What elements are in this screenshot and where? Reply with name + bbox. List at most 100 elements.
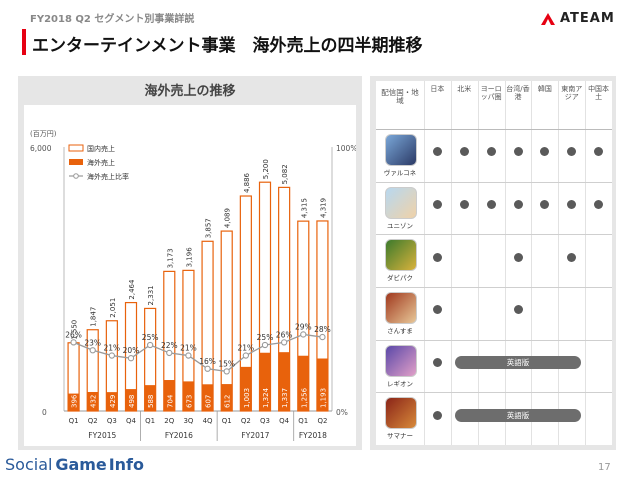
ratio-label: 22% [161,341,178,350]
fiscal-year-label: FY2017 [241,431,269,440]
label-domestic: 3,196 [185,247,193,268]
availability-dot [513,252,523,262]
ratio-label: 16% [199,357,216,366]
availability-dot [513,200,523,209]
label-overseas: 396 [71,394,79,408]
availability-dot [540,200,550,209]
availability-dot [486,147,496,157]
fiscal-year-label: FY2016 [165,431,193,440]
availability-dot [459,147,469,157]
availability-dot [432,410,442,420]
x-tick-label: 2Q [164,417,174,425]
distribution-table: 配信国・地域 日本 北米 ヨーロッパ圏 台湾/香港 韓国 東南アジア 中国本土 ヴァルコネ ユニゾ… [376,81,612,445]
table-column-divider [450,81,452,445]
x-tick-label: Q2 [88,417,98,425]
dabipaku-icon [385,239,417,272]
label-overseas: 1,324 [262,387,270,408]
table-header-country: 中国本土 [588,85,610,101]
table-header-region: 配信国・地域 [381,88,419,105]
logo-text: ATEAM [560,11,615,26]
availability-dot [432,147,442,157]
table-header-country: ヨーロッパ圏 [480,85,502,101]
english-version-pill: 英語版 [454,356,582,369]
table-column-divider [504,81,506,445]
x-tick-label: Q2 [241,417,251,425]
availability-dot [432,200,442,209]
x-tick-label: Q1 [298,417,308,425]
label-overseas: 1,337 [281,388,289,408]
bar-overseas [106,392,118,411]
ratio-point [242,352,250,359]
valkone-icon [385,134,417,166]
ratio-label: 29% [295,322,312,331]
legend-label-overseas: 海外売上 [87,158,115,167]
label-overseas: 1,193 [319,388,327,408]
table-column-divider [585,81,587,445]
label-overseas: 588 [147,395,155,408]
table-header-country: 日本 [430,85,445,93]
legend-label-domestic: 国内売上 [87,144,115,153]
chart-panel-title: 海外売上の推移 [144,84,236,99]
ratio-point [108,352,116,359]
right-axis-tick-zero: 0% [336,408,348,417]
unison-icon [385,186,417,219]
bar-overseas [221,384,233,411]
footer-logo-part2: Game [55,455,107,474]
bar-overseas [182,381,194,411]
label-overseas: 1,003 [243,388,251,408]
x-tick-label: Q1 [145,417,155,425]
availability-dot [432,252,442,262]
fiscal-year-label: FY2018 [299,431,327,440]
label-domestic: 5,082 [281,164,289,184]
label-domestic: 3,857 [205,218,213,238]
availability-dot [432,358,442,367]
chart-area: (百万円) 6,000 0 100% 0% 国内売上 海外売上 海外売上比率 1,550 396 Q… [24,105,356,446]
availability-dot [513,305,523,315]
label-domestic: 4,315 [300,198,308,218]
table-row-divider [376,234,612,236]
x-tick-label: 4Q [203,417,213,425]
ratio-label: 26% [65,330,82,339]
ratio-label: 15% [218,359,235,368]
bar-overseas [202,384,214,411]
ratio-point [319,333,326,341]
footer-watermark-logo: Social Game Info [5,455,144,474]
availability-dot [459,200,469,209]
table-header-country: 台湾/香港 [506,85,530,101]
ratio-point [300,331,307,338]
app-name-label: さんすま [387,327,413,335]
company-logo: ATEAM [540,11,620,27]
bar-overseas [87,391,99,411]
ratio-point [127,355,135,362]
legend-marker-ratio [73,173,79,179]
logo-mark-icon [541,13,555,25]
label-overseas: 704 [166,394,174,408]
availability-dot [486,200,496,209]
ratio-point [70,339,77,346]
availability-dot [567,252,577,262]
bar-domestic [220,230,233,412]
availability-dot [540,147,550,157]
label-domestic: 2,464 [128,279,136,300]
unit-label: (百万円) [30,130,57,138]
table-column-divider [477,81,479,445]
x-tick-label: Q4 [126,417,137,425]
sansuma-icon [385,292,417,324]
ratio-label: 21% [104,344,121,353]
bar-overseas [278,352,290,411]
app-name-label: レギオン [387,379,413,388]
footer-logo-part1: Social [5,455,53,474]
ratio-label: 23% [84,338,101,347]
ratio-point [204,365,211,372]
table-header-country: 韓国 [537,85,552,93]
bar-overseas [125,389,137,411]
app-name-label: ヴァルコネ [383,169,417,177]
ratio-point [89,347,96,354]
ratio-line [73,333,323,373]
label-overseas: 612 [224,395,232,408]
legend-label-ratio: 海外売上比率 [87,172,129,181]
table-column-divider [531,81,533,445]
ratio-label: 26% [276,330,293,339]
fiscal-year-label: FY2015 [88,431,116,440]
x-tick-label: Q3 [260,417,270,425]
